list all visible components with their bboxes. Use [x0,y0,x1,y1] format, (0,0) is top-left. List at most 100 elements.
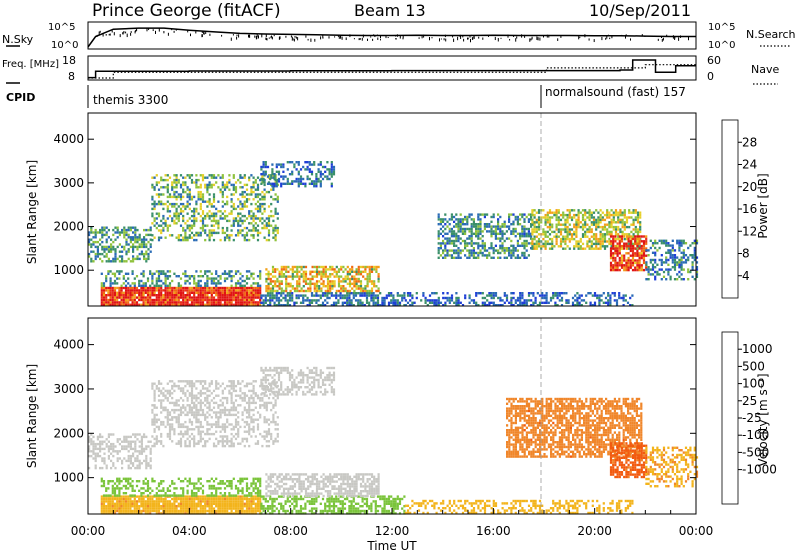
scatter-cell [455,223,458,226]
scatter-cell [175,296,178,299]
scatter-cell [444,232,447,235]
scatter-cell [631,244,635,248]
scatter-cell [105,255,108,258]
scatter-cell [634,266,637,269]
scatter-cell [204,286,207,290]
scatter-cell [122,502,125,505]
scatter-cell [322,275,325,278]
scatter-cell [330,173,333,176]
scatter-cell [160,507,163,510]
scatter-cell [243,296,246,299]
scatter-cell [204,284,207,287]
scatter-cell [250,303,253,306]
scatter-cell [256,200,260,203]
scatter-cell [143,236,146,239]
scatter-cell [660,242,663,245]
scatter-cell [479,244,482,247]
noise-spike [221,34,223,37]
scatter-cell [472,251,475,255]
scatter-cell [267,217,271,220]
scatter-cell [508,213,511,216]
scatter-cell [228,219,231,223]
scatter-cell [481,304,484,307]
scatter-cell [122,497,125,501]
scatter-cell [568,247,571,250]
scatter-cell [612,213,615,217]
scatter-cell [296,280,299,283]
scatter-cell [234,186,238,189]
scatter-cell [543,301,546,304]
scatter-cell [221,181,224,184]
scatter-cell [466,215,469,219]
scatter-cell [557,221,560,224]
noise-left-label: N.Sky [2,33,34,46]
scatter-cell [366,282,369,285]
scatter-cell [483,242,486,245]
scatter-cell [628,209,631,212]
scatter-cell [274,236,277,239]
scatter-cell [102,482,106,485]
scatter-cell [326,168,329,171]
scatter-cell [133,301,136,304]
scatter-cell [340,287,343,290]
scatter-cell [124,296,128,299]
scatter-cell [673,261,677,264]
scatter-cell [627,268,630,272]
scatter-cell [617,235,620,238]
scatter-cell [514,227,517,231]
scatter-cell [193,207,196,211]
scatter-cell [665,258,668,262]
scatter-cell [226,495,229,498]
scatter-cell [146,289,150,292]
scatter-cell [295,301,298,304]
scatter-cell [623,211,626,214]
scatter-cell [620,259,624,262]
scatter-cell [217,282,220,285]
scatter-cell [280,282,283,285]
scatter-cell [625,221,629,224]
scatter-cell [640,264,643,267]
scatter-cell [182,289,185,292]
scatter-cell [153,186,156,189]
scatter-cell [590,230,593,234]
scatter-cell [232,183,235,187]
scatter-cell [140,500,143,503]
scatter-cell [160,202,163,206]
scatter-cell [645,254,648,257]
scatter-cell [510,251,513,255]
scatter-cell [204,229,207,232]
scatter-cell [226,294,229,297]
scatter-cell [370,287,374,290]
scatter-cell [651,263,655,266]
scatter-cell [510,244,513,247]
scatter-cell [636,213,640,217]
scatter-cell [129,502,132,505]
scatter-cell [201,176,205,179]
noise-spike [625,35,626,39]
scatter-cell [221,205,224,208]
scatter-cell [149,286,152,290]
scatter-cell [578,304,581,307]
scatter-cell [149,505,152,508]
scatter-cell [271,280,275,283]
scatter-cell [179,202,183,206]
scatter-cell [340,289,343,293]
scatter-cell [424,301,427,304]
scatter-cell [116,236,119,239]
scatter-cell [348,296,351,300]
scatter-cell [140,502,143,505]
scatter-cell [173,303,176,306]
scatter-cell [127,301,130,304]
scatter-cell [160,224,163,227]
scatter-cell [210,301,213,304]
scatter-cell [274,268,277,271]
scatter-cell [299,175,303,178]
scatter-cell [107,286,110,290]
scatter-cell [259,272,262,275]
scatter-cell [481,301,484,304]
scatter-cell [634,240,637,243]
scatter-cell [263,207,266,211]
scatter-cell [516,256,519,259]
scatter-cell [317,304,320,307]
scatter-cell [204,291,207,294]
